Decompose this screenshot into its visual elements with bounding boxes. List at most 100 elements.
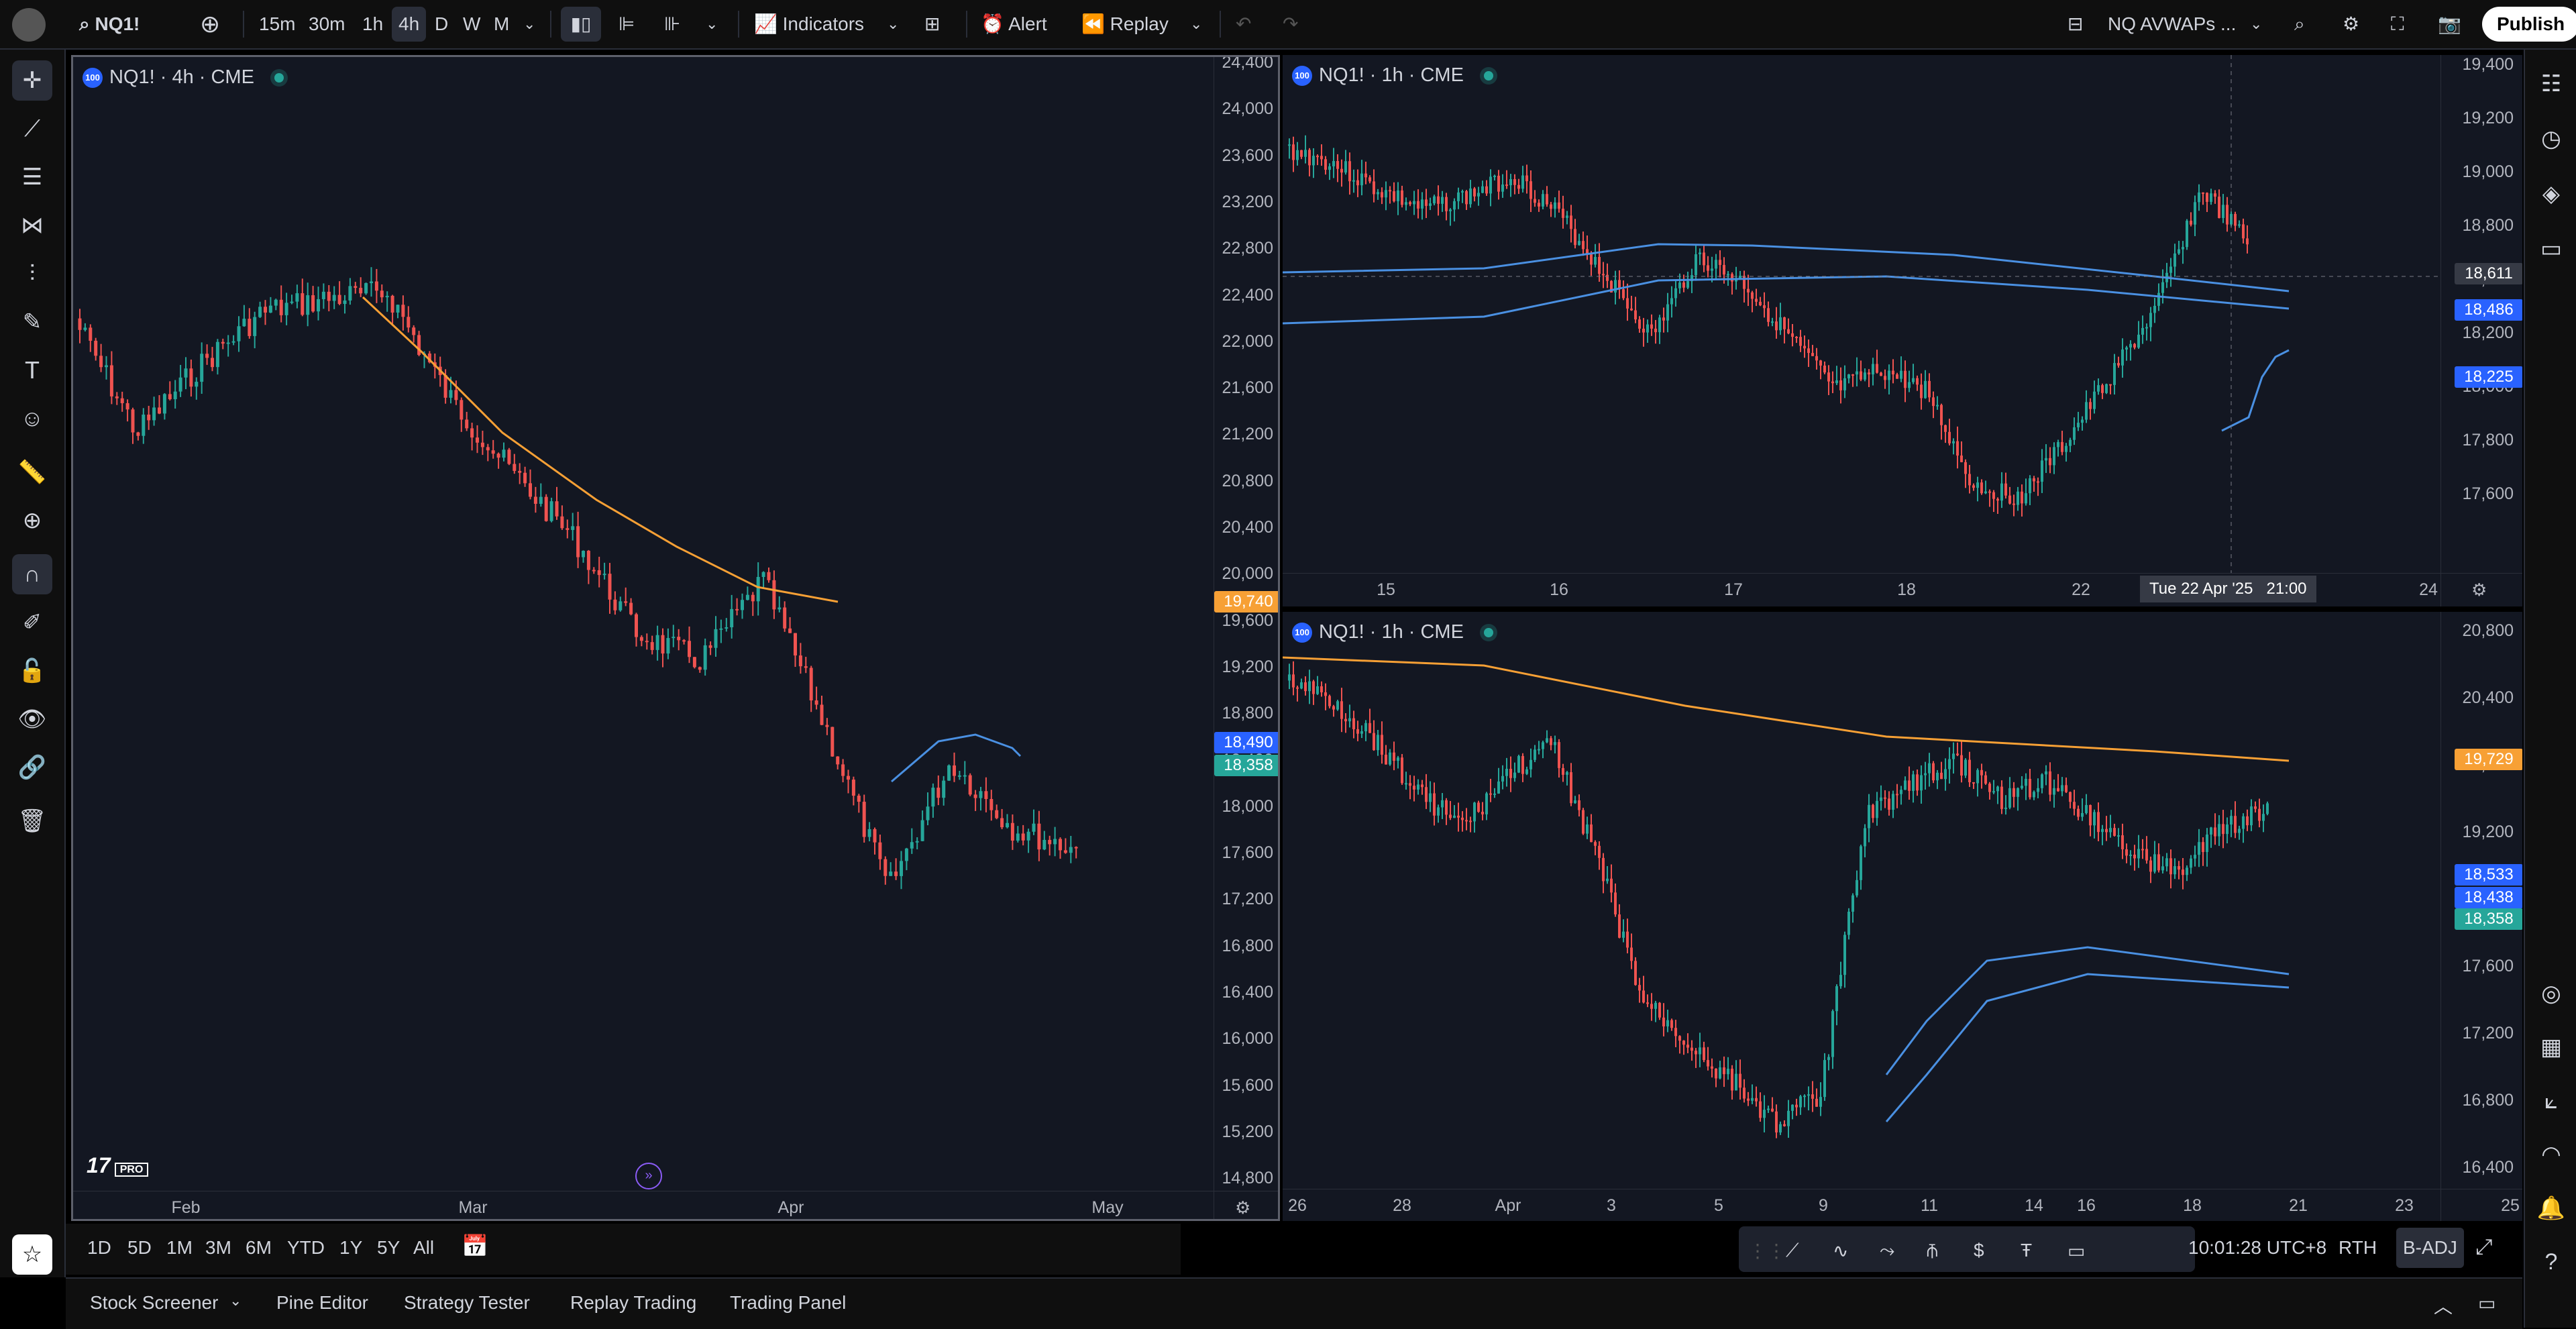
tab-replay-trading[interactable]: Replay Trading [570,1292,697,1313]
help-icon[interactable]: ? [2544,1248,2558,1275]
range-ytd[interactable]: YTD [287,1237,325,1258]
maximize-panel-icon[interactable]: ▭ [2478,1293,2496,1314]
lock-icon[interactable]: 🔓 [17,658,47,684]
adjustment-toggle[interactable]: B-ADJ [2396,1228,2464,1268]
trend-line-icon[interactable]: ⟋ [24,115,40,142]
emoji-icon[interactable]: ☺ [20,405,44,431]
scroll-to-realtime-icon[interactable]: » [635,1163,662,1189]
price-axis[interactable]: 24,400 24,000 23,600 23,200 22,800 22,400 22,0… [1214,57,1278,1219]
chart-pane-1h-bottom[interactable]: 100 NQ1! · 1h · CME 20,80020,40020,00019… [1283,612,2522,1221]
interval-4h[interactable]: 4h [392,7,427,42]
range-1d[interactable]: 1D [87,1237,111,1258]
replay-button[interactable]: ⏪ Replay [1081,7,1169,42]
range-6m[interactable]: 6M [246,1237,272,1258]
interval-chevron-down-icon[interactable]: ⌄ [523,15,536,32]
trash-icon[interactable]: 🗑 [17,808,47,834]
chat-icon[interactable]: ▭ [2540,236,2563,262]
layout-chevron-down-icon[interactable]: ⌄ [2250,15,2263,32]
line-tool-icon[interactable]: ⟋ [1786,1240,1799,1261]
pine-icon[interactable]: ⟀ [2544,1087,2559,1114]
session-toggle[interactable]: RTH [2339,1237,2377,1258]
tab-trading-panel[interactable]: Trading Panel [730,1292,847,1313]
crosshair-icon[interactable]: ✛ [12,60,52,101]
range-5y[interactable]: 5Y [377,1237,400,1258]
drag-handle-icon[interactable]: ⋮⋮ [1748,1240,1786,1261]
time-axis[interactable]: Feb Mar Apr May [73,1191,1278,1219]
rectangle-tool-icon[interactable]: ▭ [2068,1240,2086,1261]
price-axis[interactable]: 20,80020,40020,00019,20018,00017,60017,2… [2440,612,2522,1221]
path-tool-icon[interactable]: ⤳ [1880,1240,1895,1261]
go-to-date-calendar-icon[interactable]: 📅 [462,1234,488,1258]
chart-pane-1h-top[interactable]: 100 NQ1! · 1h · CME 19,400 19,200 19,000 18… [1283,55,2522,606]
quick-search-icon[interactable]: ⌕ [2294,13,2305,34]
tab-stock-screener[interactable]: Stock Screener [90,1292,219,1313]
axis-settings-icon[interactable]: ⚙ [2471,580,2487,600]
time-axis[interactable]: 15 16 17 18 22 24 [1283,573,2522,606]
fullscreen-icon[interactable]: ⛶ [2391,13,2404,34]
time-axis[interactable]: 26 28 Apr 3 5 9 11 14 16 18 21 23 25 [1283,1189,2522,1221]
link-icon[interactable]: 🔗 [17,755,47,780]
templates-grid-icon[interactable]: ⊞ [924,13,941,34]
alert-button[interactable]: ⏰ Alert [981,7,1047,42]
interval-30m[interactable]: 30m [309,13,345,34]
indicators-button[interactable]: 📈 Indicators [754,7,864,42]
price-label-tool-icon[interactable]: $ [1974,1240,1984,1261]
stock-screener-chevron-down-icon[interactable]: ⌄ [229,1292,242,1309]
publish-button[interactable]: Publish [2482,7,2576,42]
interval-d[interactable]: D [435,13,449,34]
stream-icon[interactable]: ◠ [2541,1142,2561,1167]
range-1m[interactable]: 1M [166,1237,193,1258]
replay-chevron-down-icon[interactable]: ⌄ [1190,15,1203,32]
interval-1h[interactable]: 1h [362,13,384,34]
pattern-icon[interactable]: ⋈ [21,213,44,238]
magnet-icon[interactable]: ∩ [12,554,52,594]
object-tree-layers-icon[interactable]: ◈ [2542,181,2561,207]
text-icon[interactable]: T [25,356,40,384]
curve-tool-icon[interactable]: ∿ [1833,1240,1849,1261]
collapse-panel-chevron-up-icon[interactable]: ︿ [2434,1296,2453,1317]
interval-15m[interactable]: 15m [259,13,296,34]
alerts-clock-icon[interactable]: ◷ [2541,126,2561,152]
chart-style-icon[interactable]: ⊪ [664,13,681,34]
bars-chart-type-icon[interactable]: ⊫ [619,13,635,34]
undo-icon[interactable]: ↶ [1236,13,1252,34]
symbol-search-button[interactable]: ⌕ NQ1! [72,7,146,42]
avatar[interactable] [12,8,46,42]
ruler-icon[interactable]: 📏 [17,460,47,485]
indicators-chevron-down-icon[interactable]: ⌄ [887,15,900,32]
stay-in-drawing-mode-icon[interactable]: ✐ [22,610,42,635]
text-tool-icon[interactable]: Ŧ [2021,1240,2033,1261]
layout-icon[interactable]: ⊟ [2068,13,2084,34]
layout-name-button[interactable]: NQ AVWAPs ... [2108,13,2237,34]
pitchfork-tool-icon[interactable]: ⫚ [1927,1240,1938,1261]
range-1y[interactable]: 1Y [339,1237,363,1258]
maximize-icon[interactable]: ⤢ [2475,1234,2493,1259]
axis-settings-icon[interactable]: ⚙ [1235,1198,1251,1218]
watchlist-icon[interactable]: ☷ [2540,71,2562,97]
fib-retracement-icon[interactable]: ☰ [21,164,43,190]
range-all[interactable]: All [413,1237,435,1258]
hide-drawings-eye-icon[interactable]: 👁 [17,706,47,732]
settings-gear-icon[interactable]: ⚙ [2343,13,2360,34]
brush-icon[interactable]: ✎ [22,309,42,335]
range-5d[interactable]: 5D [127,1237,152,1258]
zoom-in-icon[interactable]: ⊕ [22,508,42,533]
notifications-bell-icon[interactable]: 🔔 [2536,1195,2566,1221]
compare-add-icon[interactable]: ⊕ [200,10,221,38]
interval-w[interactable]: W [463,13,481,34]
tab-pine-editor[interactable]: Pine Editor [276,1292,368,1313]
price-axis[interactable]: 19,40019,20019,00018,80018,40018,20018,0… [2440,55,2522,606]
tab-strategy-tester[interactable]: Strategy Tester [404,1292,530,1313]
chart-pane-4h[interactable]: 100 NQ1! · 4h · CME 24,400 24,000 23,600 23… [71,55,1280,1221]
camera-snapshot-icon[interactable]: 📷 [2438,13,2461,34]
candles-chart-type-icon[interactable]: ▮▯ [561,7,601,42]
redo-icon[interactable]: ↷ [1283,13,1299,34]
clock-display[interactable]: 10:01:28 UTC+8 [2188,1237,2327,1258]
forecasting-icon[interactable]: ⫶ [29,260,36,286]
range-3m[interactable]: 3M [205,1237,231,1258]
chart-style-chevron-down-icon[interactable]: ⌄ [706,15,718,32]
favorites-star-icon[interactable]: ☆ [12,1234,52,1275]
technicals-gauge-icon[interactable]: ◎ [2541,981,2561,1006]
calendar-icon[interactable]: ▦ [2540,1034,2563,1060]
interval-m[interactable]: M [494,13,510,34]
